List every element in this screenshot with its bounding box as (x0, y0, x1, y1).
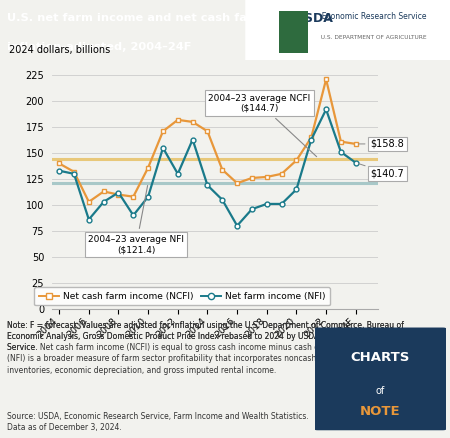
Text: $140.7: $140.7 (358, 163, 405, 178)
Text: Note: F = forecast. Values are adjusted for inflation using the U.S. Department : Note: F = forecast. Values are adjusted … (7, 321, 404, 352)
Legend: Net cash farm income (NCFI), Net farm income (NFI): Net cash farm income (NCFI), Net farm in… (34, 287, 330, 305)
Text: CHARTS: CHARTS (351, 351, 410, 364)
Bar (279, 11, 308, 53)
Text: 2004–23 average NFI
($121.4): 2004–23 average NFI ($121.4) (88, 185, 184, 254)
Text: Note: F = forecast. Values are adjusted for inflation using the U.S. Department : Note: F = forecast. Values are adjusted … (7, 321, 424, 374)
Text: 2024 dollars, billions: 2024 dollars, billions (9, 45, 111, 55)
Text: USDA: USDA (295, 12, 333, 25)
Text: Source: USDA, Economic Research Service, Farm Income and Wealth Statistics.
Data: Source: USDA, Economic Research Service,… (7, 412, 309, 431)
Text: inflation-adjusted, 2004–24F: inflation-adjusted, 2004–24F (7, 42, 191, 52)
Text: 2004–23 average NCFI
($144.7): 2004–23 average NCFI ($144.7) (208, 94, 317, 157)
FancyBboxPatch shape (311, 328, 450, 430)
Text: of: of (376, 386, 385, 396)
Text: U.S. net farm income and net cash farm income,: U.S. net farm income and net cash farm i… (7, 13, 319, 23)
Text: $158.8: $158.8 (359, 139, 405, 149)
Text: U.S. DEPARTMENT OF AGRICULTURE: U.S. DEPARTMENT OF AGRICULTURE (317, 35, 427, 40)
FancyBboxPatch shape (245, 0, 450, 67)
Text: NOTE: NOTE (360, 405, 400, 418)
Text: Economic Research Service: Economic Research Service (317, 12, 427, 21)
